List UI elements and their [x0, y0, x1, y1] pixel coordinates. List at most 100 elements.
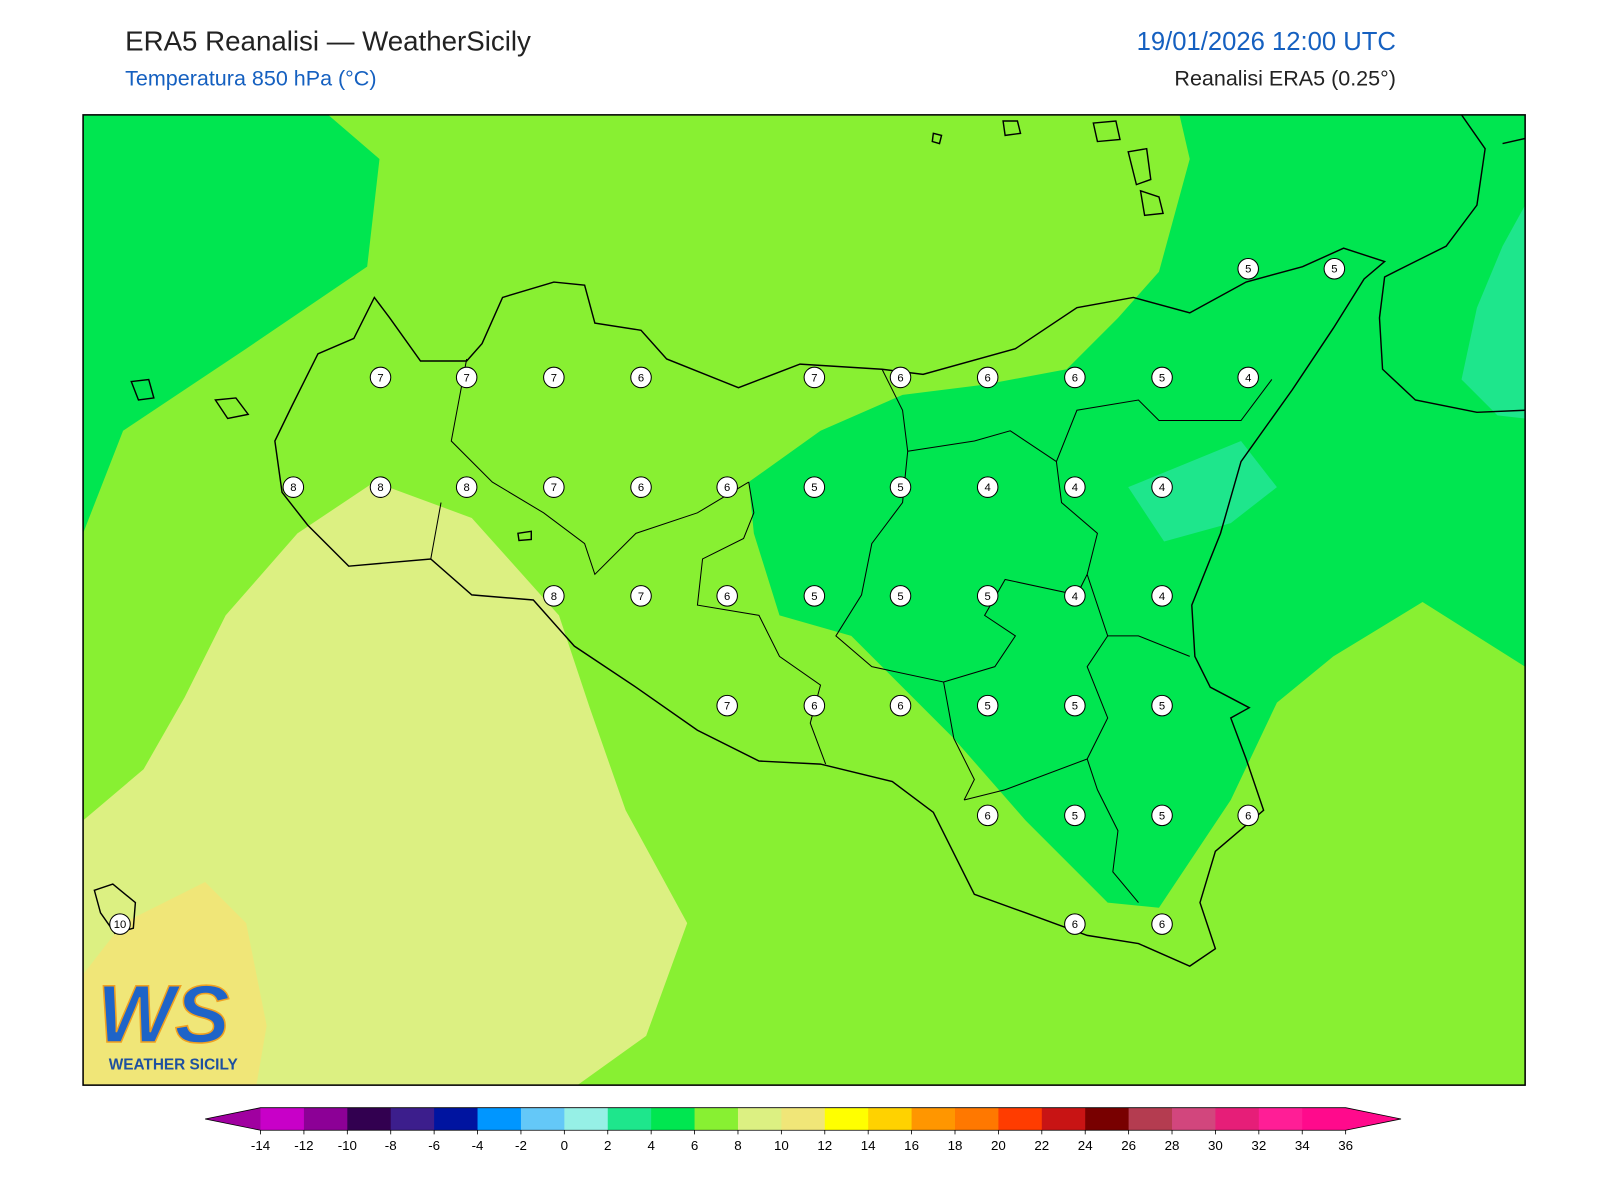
- station-value: 6: [1072, 919, 1078, 931]
- station-value: 4: [1072, 591, 1078, 603]
- station-value: 5: [897, 591, 903, 603]
- colorbar-tick-label: 4: [647, 1138, 655, 1153]
- station-value: 7: [377, 372, 383, 384]
- station-value: 5: [897, 482, 903, 494]
- colorbar-segment: [868, 1107, 913, 1131]
- station-value: 6: [638, 372, 644, 384]
- colorbar-segment: [998, 1107, 1043, 1131]
- logo-mark: WS: [97, 969, 229, 1060]
- station-value: 5: [1245, 264, 1251, 276]
- station-marker: [630, 585, 652, 607]
- station-marker: [803, 694, 826, 717]
- station-value: 8: [377, 482, 383, 494]
- station-value: 6: [638, 482, 644, 494]
- station-marker: [1064, 366, 1086, 389]
- colorbar-tick-label: 20: [991, 1138, 1006, 1153]
- station-marker: [1151, 476, 1173, 498]
- colorbar-tick-label: 32: [1251, 1138, 1266, 1153]
- station-value: 8: [551, 591, 557, 603]
- station-value: 7: [551, 372, 557, 384]
- colorbar-tick-label: -14: [251, 1138, 271, 1153]
- station-value: 6: [985, 810, 991, 822]
- colorbar-segment: [1128, 1107, 1173, 1131]
- station-marker: [889, 585, 912, 607]
- colorbar-tick-label: 10: [774, 1138, 789, 1153]
- station-marker: [889, 366, 912, 389]
- colorbar-tick-label: 0: [561, 1138, 568, 1153]
- temperature-band: [83, 114, 380, 534]
- calabria-coast-north: [1502, 137, 1526, 145]
- calabria-coast: [1378, 114, 1526, 414]
- station-marker: [455, 476, 478, 498]
- colorbar-tick-label: -12: [294, 1138, 313, 1153]
- station-value: 5: [985, 701, 991, 713]
- station-marker: [803, 585, 826, 607]
- station-value: 7: [464, 372, 470, 384]
- station-marker: [455, 366, 478, 389]
- station-marker: [630, 366, 652, 389]
- colorbar-tick-label: -10: [338, 1138, 357, 1153]
- station-value: 5: [1159, 810, 1165, 822]
- station-value: 5: [1159, 701, 1165, 713]
- colorbar-segment: [434, 1107, 479, 1131]
- station-marker: [1151, 913, 1173, 935]
- station-value: 7: [811, 372, 817, 384]
- colorbar-segment: [1302, 1107, 1347, 1131]
- subtitle: Temperatura 850 hPa (°C): [125, 67, 376, 91]
- station-marker: [282, 476, 305, 498]
- station-marker: [716, 476, 738, 498]
- sicily-coast: [274, 247, 1387, 967]
- logo-name: WEATHER SICILY: [109, 1057, 238, 1074]
- colorbar-segment: [1215, 1107, 1260, 1131]
- station-marker: [543, 585, 565, 607]
- colorbar-tick-label: 22: [1034, 1138, 1049, 1153]
- provincial-boundaries: [430, 358, 1273, 903]
- station-marker: [976, 366, 999, 389]
- temperature-band: [748, 114, 1526, 908]
- station-marker: [543, 366, 565, 389]
- colorbar-segment: [911, 1107, 956, 1131]
- station-value: 6: [1245, 810, 1251, 822]
- station-value: 4: [1159, 482, 1165, 494]
- source: Reanalisi ERA5 (0.25°): [1174, 67, 1395, 91]
- station-marker: [976, 476, 999, 498]
- station-value: 8: [464, 482, 470, 494]
- station-value: 10: [114, 919, 127, 931]
- station-value: 7: [724, 701, 730, 713]
- colorbar-segment: [303, 1107, 348, 1131]
- coastlines: [93, 114, 1526, 967]
- station-value: 4: [985, 482, 991, 494]
- title: ERA5 Reanalisi — WeatherSicily: [125, 25, 531, 56]
- station-marker: [1064, 913, 1086, 935]
- station-marker: [889, 694, 912, 717]
- colorbar-segment: [260, 1107, 305, 1131]
- colorbar-segment: [1258, 1107, 1303, 1131]
- colorbar-over: [1345, 1107, 1402, 1131]
- station-marker: [109, 913, 131, 935]
- station-value: 5: [1159, 372, 1165, 384]
- colorbar: -14 -12 -10 -8 -6 -4 -2 0 2 4 6 8 10 12 14 16 18 20 22 24 26…: [205, 1107, 1402, 1153]
- station-values: 5 5 7 7 7 6 7 6 6 6 5 4 8 8 8 7 6 6 5 5 4 4 4 8 7 6 5 5 5 4 4 7 6 6 5 5 5 6 5 5…: [109, 257, 1346, 935]
- station-value: 6: [724, 482, 730, 494]
- station-marker: [1064, 585, 1086, 607]
- colorbar-segment: [737, 1107, 782, 1131]
- colorbar-tick-label: -4: [472, 1138, 484, 1153]
- colorbar-tick-label: -2: [515, 1138, 527, 1153]
- colorbar-tick-label: 36: [1338, 1138, 1353, 1153]
- station-value: 4: [1245, 372, 1251, 384]
- colorbar-tick-label: -6: [428, 1138, 440, 1153]
- station-marker: [1151, 366, 1173, 389]
- station-marker: [889, 476, 912, 498]
- colorbar-tick-label: -8: [385, 1138, 397, 1153]
- colorbar-segment: [520, 1107, 565, 1131]
- station-marker: [976, 585, 999, 607]
- station-value: 7: [638, 591, 644, 603]
- map-frame: [82, 114, 1526, 1086]
- colorbar-tick-label: 18: [948, 1138, 963, 1153]
- station-marker: [976, 694, 999, 717]
- colorbar-tick-label: 2: [604, 1138, 611, 1153]
- station-marker: [716, 694, 738, 717]
- islands: [93, 120, 1164, 935]
- station-value: 5: [811, 482, 817, 494]
- colorbar-segment: [1085, 1107, 1130, 1131]
